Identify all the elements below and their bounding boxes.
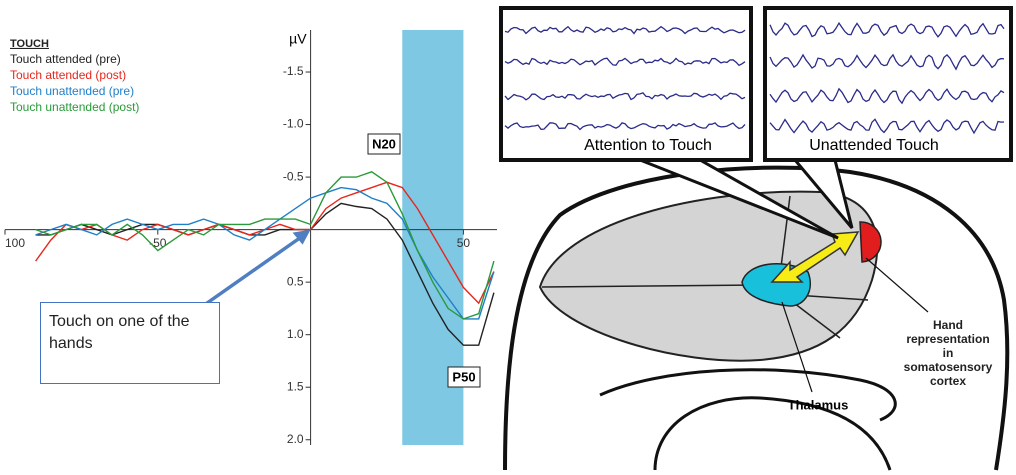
legend-entry: Touch attended (pre) [10,52,121,66]
series-line [35,171,495,320]
plot: µV -1.5 -1.0 -0.5 0.5 1.0 1.5 2.0 100 -50 50 TOUCH T… [4,30,497,446]
cortex-label: Hand representation in somatosensory cor… [903,318,993,388]
y-tick-label: -1.5 [283,64,304,78]
eeg-trace [769,87,1005,105]
y-axis-label: µV [289,31,307,47]
y-tick-label: 1.0 [287,327,304,341]
leader-line [865,257,929,313]
callout-arrow [198,233,306,310]
radial-line [789,299,841,339]
annotation: N20 [372,136,396,151]
y-tick-label: -1.0 [283,117,304,131]
arrow-head [292,229,311,245]
callout: Touch on one of the hands [40,302,220,384]
attention-arrow [770,231,860,283]
y-tick-label: -0.5 [283,169,304,183]
eeg-trace [504,122,746,131]
lobe [653,396,892,471]
leader-line [781,301,813,393]
cortex-area [859,221,882,263]
panel-label: Unattended Touch [809,137,939,154]
x-tick-label: 100 [5,236,25,250]
legend-entry: Touch unattended (pre) [10,84,134,98]
eeg-trace [769,21,1005,38]
y-tick-label: 0.5 [287,274,304,288]
eeg-trace [769,118,1005,135]
legend-title: TOUCH [10,38,49,50]
brain-diagram: Attention to Touch Unattended Touch Thal… [499,6,1013,471]
eeg-trace [769,53,1005,71]
y-tick-label: 2.0 [287,432,304,446]
eeg-traces [504,21,1005,135]
thalamus-label: Thalamus [788,397,849,412]
annotation: P50 [452,369,475,384]
gray-region [538,190,879,362]
x-tick-label: 50 [457,236,471,250]
eeg-trace [504,25,746,35]
eeg-trace [504,92,746,101]
x-tick-label: -50 [149,236,167,250]
legend-entry: Touch unattended (post) [10,100,139,114]
label-bg [562,134,734,156]
y-tick-label: 1.5 [287,379,304,393]
sulcus [599,368,897,422]
legend-entry: Touch attended (post) [10,68,126,82]
eeg-trace [504,57,746,67]
panel-label: Attention to Touch [584,137,712,154]
radial-line [541,284,761,288]
annotation-box [367,133,401,155]
label-bg [790,134,960,156]
annotation-box [447,366,481,388]
